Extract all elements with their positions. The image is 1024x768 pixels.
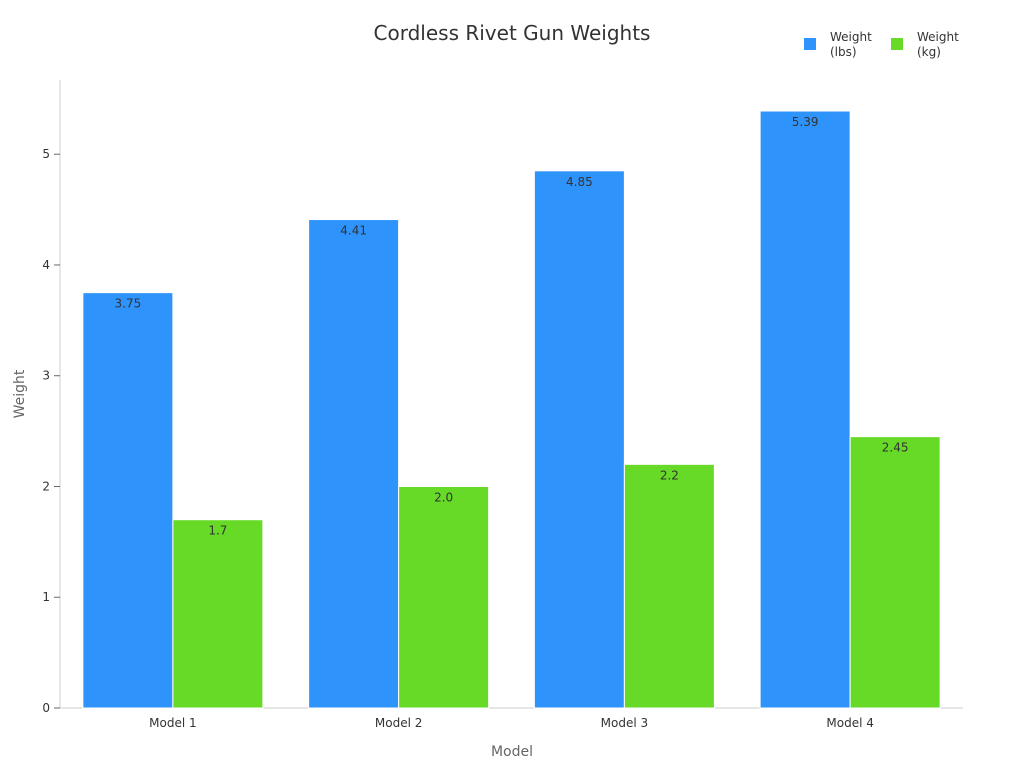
bar-kg <box>398 485 490 709</box>
bar-lbs <box>82 292 174 709</box>
data-label: 1.7 <box>208 524 227 538</box>
y-tick-label: 3 <box>42 369 50 383</box>
bar-lbs <box>308 219 400 709</box>
legend-label: (kg) <box>917 45 941 59</box>
bar-lbs <box>759 110 851 709</box>
bar-kg <box>172 519 264 709</box>
data-label: 3.75 <box>115 297 142 311</box>
bar-lbs <box>533 170 625 709</box>
data-label: 4.85 <box>566 175 593 189</box>
x-axis-label: Model <box>491 744 533 760</box>
y-tick-label: 0 <box>42 701 50 715</box>
x-tick-label: Model 3 <box>601 716 648 730</box>
data-label: 2.45 <box>882 441 909 455</box>
y-tick-label: 4 <box>42 258 50 272</box>
bar-kg <box>849 436 941 709</box>
chart-title: Cordless Rivet Gun Weights <box>374 21 651 45</box>
y-tick-label: 1 <box>42 590 50 604</box>
legend-swatch <box>891 38 903 50</box>
y-axis-label: Weight <box>12 369 28 418</box>
bar-kg <box>623 463 715 709</box>
data-label: 2.0 <box>434 490 453 504</box>
legend-label: Weight <box>830 30 872 44</box>
data-label: 2.2 <box>660 468 679 482</box>
legend: Weight(lbs)Weight(kg) <box>804 30 959 59</box>
x-tick-label: Model 4 <box>826 716 873 730</box>
data-label: 5.39 <box>792 115 819 129</box>
y-tick-label: 2 <box>42 479 50 493</box>
legend-label: (lbs) <box>830 45 857 59</box>
x-tick-label: Model 2 <box>375 716 422 730</box>
legend-swatch <box>804 38 816 50</box>
y-tick-label: 5 <box>42 147 50 161</box>
legend-label: Weight <box>917 30 959 44</box>
data-label: 4.41 <box>340 224 367 238</box>
x-tick-label: Model 1 <box>149 716 196 730</box>
